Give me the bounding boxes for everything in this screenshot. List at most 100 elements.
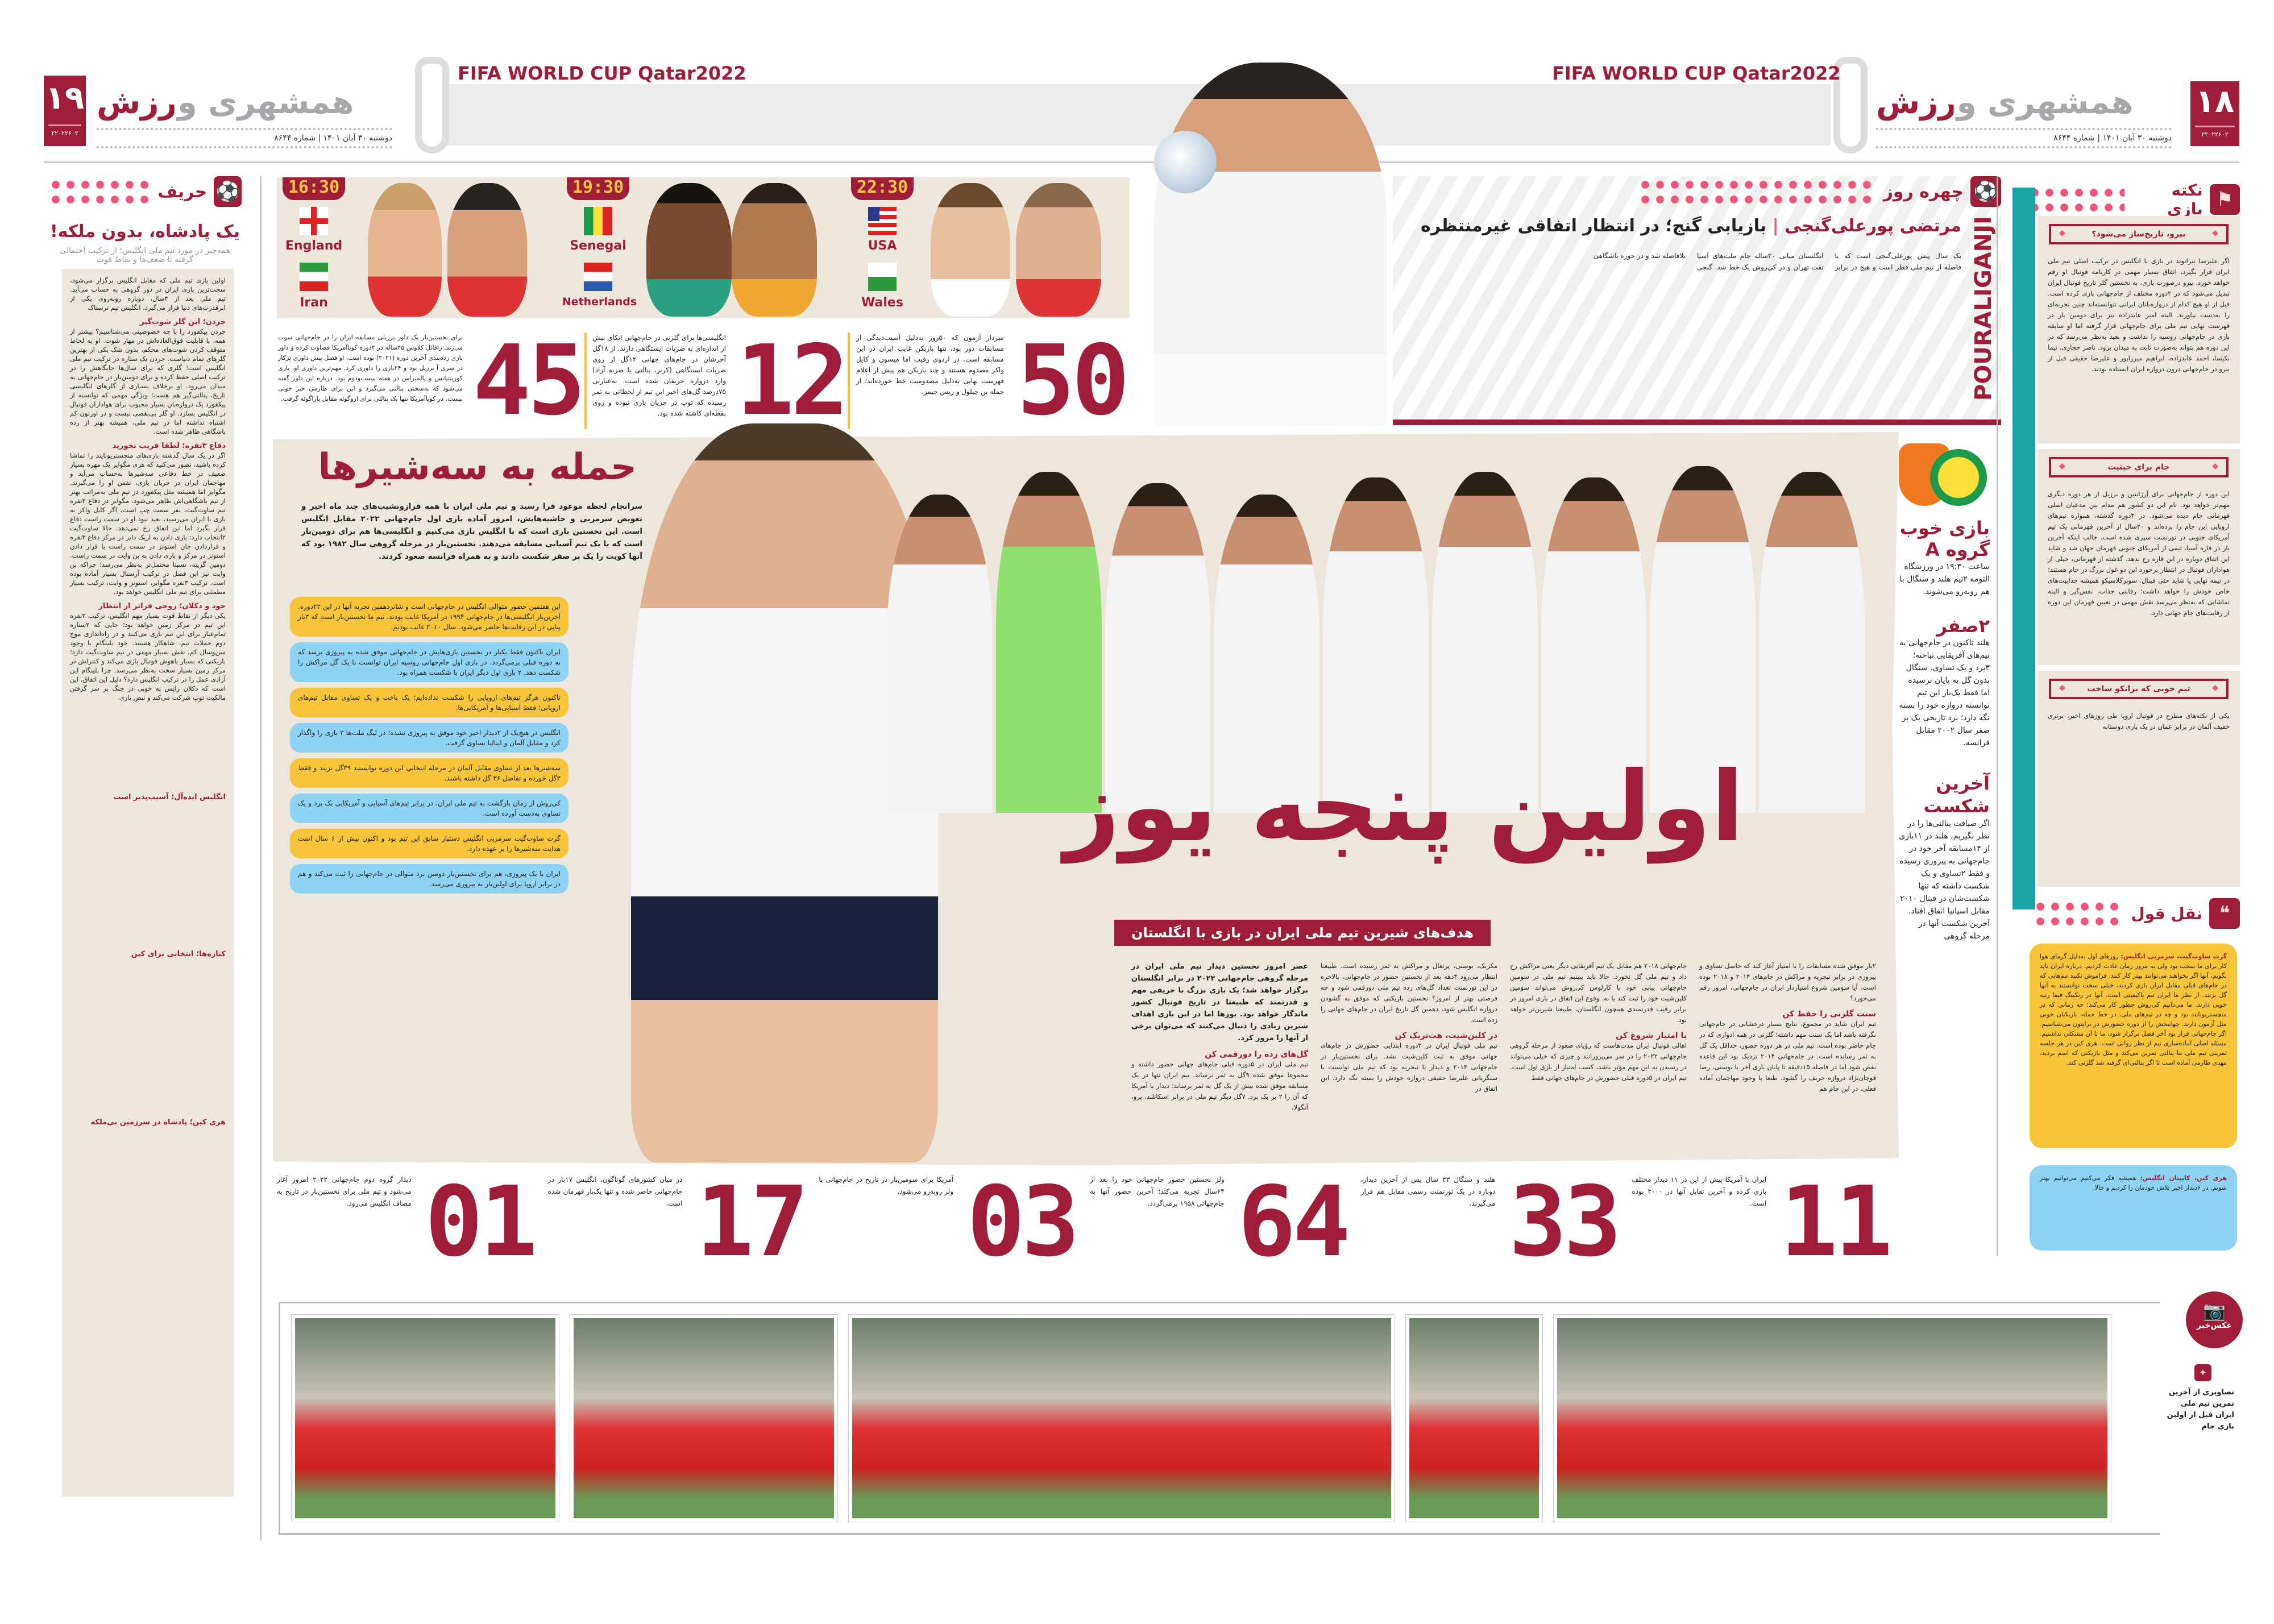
sidebar-subtitle: همه‌چیز در مورد تیم ملی انگلیس؛ از ترکیب… (60, 246, 230, 264)
tip-box: بیرو، تاریخ‌ساز می‌شود؟ اگر علیرضا بیران… (2038, 216, 2240, 443)
camera-icon: 📷 (2203, 1300, 2226, 1322)
compass-icon: ✦ (2194, 1364, 2211, 1381)
player-portrait (646, 183, 732, 317)
training-photo (292, 1315, 559, 1522)
world-cup-trophy-icon (415, 57, 449, 153)
badge-label: عکس‌خبر (2196, 1321, 2232, 1330)
stat-text: هلند و سنگال ۳۳ سال پس از آخرین دیدار، د… (1360, 1176, 1496, 1207)
stat-block: 64 ولز نخستین حضور جام‌جهانی خود را بعد ا… (1090, 1174, 1355, 1276)
flag-senegal-icon (584, 207, 612, 235)
goal-heading: با امتیاز شروع کن (1616, 1031, 1687, 1040)
narrow-text: ساعت ۱۹:۳۰ در ورزشگاه الثومه ۲تیم هلند و… (1899, 562, 1990, 596)
stat-number: 01 (425, 1166, 538, 1278)
quote-box: گرت ساوت‌گیت، سرمربی انگلیس: روزهای اول … (2030, 944, 2237, 1148)
sidebar-item: دفاع ۳نفره؛ لطفا فریب نخورید اگر در یک سا… (70, 442, 226, 596)
sidebar-item: کناره‌ها؛ انتخابی برای کین (131, 950, 226, 958)
fact-box: تاکنون هرگز تیم‌های اروپایی را شکست نداد… (290, 688, 568, 717)
narrow-title: آخرین شکست (1923, 772, 1990, 817)
flag-netherlands-icon (584, 263, 612, 291)
event-title-right: FIFA WORLD CUP Qatar2022 (1552, 63, 1841, 84)
player-figure (1323, 477, 1429, 813)
stat-text: دیدار گروه دوم جام‌جهانی ۲۰۲۲ امروز آغاز… (277, 1176, 412, 1207)
tip-box: تیم خوبی که برانکو ساخت یکی از نکته‌های … (2038, 671, 2240, 887)
player-figure (1759, 472, 1865, 813)
photo-news-badge: 📷 عکس‌خبر (2186, 1291, 2243, 1348)
player-figure (1431, 472, 1538, 813)
feature-subheadline: هدف‌های شیرین تیم ملی ایران در بازی با ا… (1114, 920, 1491, 946)
section-header-quote: ❝ نقل قول (2033, 898, 2240, 929)
tip-text: این دوره از جام‌جهانی برای آرژانتین و بر… (2048, 490, 2230, 617)
tip-title: بیرو، تاریخ‌ساز می‌شود؟ (2049, 224, 2229, 244)
stat-block: 11 ایران با آمریکا پیش از این در ۱۱ دیدار… (1632, 1174, 1897, 1276)
narrow-title: ۲صفر (1936, 615, 1990, 637)
goal-text: اهالی فوتبال ایران مدت‌هاست که رؤیای صعو… (1510, 1041, 1687, 1082)
fact-box: ایران با یک پیروزی، هم برای نخستین‌بار د… (290, 864, 568, 894)
stat-text: آمریکا برای سومین‌بار در تاریخ در جام‌جه… (819, 1176, 954, 1195)
goal-heading: گل‌های زده را دورقمی کن (1205, 1050, 1308, 1059)
right-sidebar: ⚑ نکته بازی بیرو، تاریخ‌ساز می‌شود؟ اگر … (2012, 176, 2240, 1256)
page-number: ۱۸ (2195, 83, 2235, 120)
section-title: نکته بازی (2167, 181, 2203, 218)
header-rule (44, 161, 2239, 163)
divider: | (1766, 216, 1779, 236)
stat-text: در میان کشورهای گوناگون، انگلیس ۱۷بار در… (547, 1176, 683, 1207)
feature-intro: عصر امروز نخستین دیدار تیم ملی ایران در … (1131, 962, 1308, 1042)
section-header-nokte: ⚑ نکته بازی (2012, 181, 2240, 218)
bottom-stats: 01 دیدار گروه دوم جام‌جهانی ۲۰۲۲ امروز آغ… (277, 1174, 1897, 1276)
section-header-harif: ⚽ حریف (48, 176, 242, 207)
fact-box: ایران تاکنون فقط یکبار در نخستین بازی‌ها… (290, 642, 568, 682)
sidebar-item: جود و دکلان؛ زوجی فراتر از انتظار یکی دیگ… (70, 602, 226, 701)
article-column: عصر امروز نخستین دیدار تیم ملی ایران در … (1131, 961, 1308, 1154)
match-card: 22:30 USA Wales (845, 177, 1130, 318)
phone-number: ۲۲۰۲۲۶۰۲ (2195, 126, 2235, 138)
feature-headline: اولین پنجه یوز (1064, 751, 1744, 863)
article-column: جام‌جهانی ۲۰۱۸ هم مقابل یک تیم آفریقایی … (1510, 961, 1687, 1154)
stat-number: 03 (966, 1166, 1080, 1278)
quote-icon: ❝ (2209, 898, 2240, 929)
header-band (443, 84, 1831, 146)
match-card: 16:30 England Iran (277, 177, 561, 318)
sidebar-item: جردن؛ این گلر شوت‌گیر جردن پیکفورد را با … (70, 318, 226, 435)
sidebar-title: یک پادشاه، بدون ملکه! (49, 222, 240, 242)
vertical-player-name: POURALIGANJI (1970, 216, 1997, 401)
training-photo (849, 1315, 1395, 1522)
soccer-ball-icon: ⚽ (214, 176, 242, 207)
logo-text: همشهری ورزش (1876, 84, 2134, 121)
stat-text: ولز نخستین حضور جام‌جهانی خود را بعد از … (1090, 1176, 1225, 1207)
player-figure (1105, 483, 1211, 813)
tip-title: جام برای حیثیت (2049, 457, 2229, 477)
sidebar-intro: اولین بازی تیم ملی که مقابل انگلیس برگزا… (70, 276, 226, 311)
right-narrow-column: بازی خوب گروه A ساعت ۱۹:۳۰ در ورزشگاه ال… (1899, 517, 1990, 1165)
stat-number: 11 (1779, 1166, 1893, 1278)
decorative-dots (1637, 177, 1877, 206)
fact-box: گرث ساوت‌گیت سرمربی انگلیس دستیار سابق ا… (290, 829, 568, 858)
sidebar-item: انگلیس ایده‌آل؛ آسیب‌پذیر است (113, 793, 226, 801)
match-strip: 16:30 England Iran 19:30 Senegal Netherl… (277, 177, 1130, 318)
training-photo (1554, 1315, 2111, 1522)
flag-iran-icon (300, 263, 328, 291)
tip-text: یکی از نکته‌های مطرح در فوتبال اروپا طی … (2048, 712, 2230, 730)
fact-box: سه‌شیرها بعد از تساوی مقابل آلمان در مرح… (290, 758, 568, 788)
dateline-left: دوشنبه ۳۰ آبان ۱۴۰۱ | شماره ۸۶۴۴ (97, 128, 392, 148)
article-text: یک سال پیش پورعلی‌گنجی است که با فاصله ا… (1593, 252, 1961, 271)
section-title: حریف (157, 181, 208, 202)
goal-text: تیم ملی ایران در ۵دوره قبلی جام‌های جهان… (1131, 1060, 1308, 1111)
player-figure (1214, 495, 1320, 813)
stat-text: انگلیسی‌ها برای گلزنی در جام‌جهانی اتکای… (592, 334, 726, 417)
quote-text: روزهای اول به‌دلیل گرمای هوا کار برای ما… (2040, 953, 2227, 1066)
logo-text: همشهری ورزش (97, 84, 354, 121)
feature-kicker: حمله به سه‌شیرها (318, 446, 637, 488)
kane-side-text (944, 961, 1126, 1154)
team-name: USA (868, 239, 897, 253)
headline: بازیابی گنج؛ در انتظار اتفاقی غیرمنتظره (1421, 216, 1767, 236)
decorative-dots (48, 177, 151, 206)
photo-strip (279, 1302, 2160, 1535)
chehre-rooz-section: ⚽ چهره روز POURALIGANJI مرتضی پورعلی‌گنج… (1393, 176, 2001, 425)
team-crests (1899, 443, 1990, 512)
narrow-title: بازی خوب گروه A (1899, 517, 1990, 560)
headline-row: مرتضی پورعلی‌گنجی | بازیابی گنج؛ در انتظ… (1421, 216, 1961, 236)
player-portrait (732, 183, 817, 317)
article-column: مکزیک، بوسنی، پرتغال و مراکش به ثمر رسید… (1321, 961, 1497, 1154)
fact-box: کی‌روش از زمان بازگشت به تیم ملی ایران، … (290, 794, 568, 823)
column-divider (1997, 176, 1998, 1256)
